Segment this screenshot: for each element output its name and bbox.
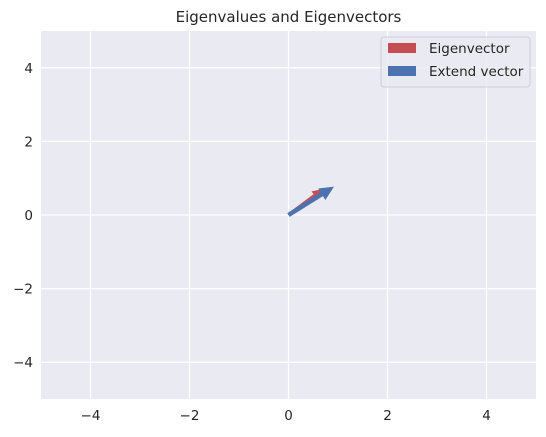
extend-vector-arrow <box>287 186 335 217</box>
legend-label-extend-vector: Extend vector <box>429 64 524 80</box>
y-tick-label: 2 <box>24 134 33 150</box>
x-tick-label: 2 <box>383 408 392 424</box>
x-tick-label: 4 <box>482 408 491 424</box>
legend-swatch-eigenvector <box>388 43 416 53</box>
y-tick-label: −2 <box>13 282 33 298</box>
x-tick-labels: −4 −2 0 2 4 <box>81 408 491 424</box>
y-tick-labels: −4 −2 0 2 4 <box>13 61 33 371</box>
y-tick-label: 4 <box>24 61 33 77</box>
y-tick-label: 0 <box>24 208 33 224</box>
legend-box <box>380 36 531 88</box>
legend: Eigenvector Extend vector <box>380 36 531 88</box>
x-tick-label: 0 <box>284 408 293 424</box>
vector-arrows <box>287 186 335 217</box>
y-tick-label: −4 <box>13 355 33 371</box>
legend-swatch-extend-vector <box>388 66 416 76</box>
chart-title: Eigenvalues and Eigenvectors <box>176 8 402 26</box>
x-tick-label: −4 <box>81 408 101 424</box>
legend-label-eigenvector: Eigenvector <box>429 41 510 57</box>
x-tick-label: −2 <box>180 408 200 424</box>
